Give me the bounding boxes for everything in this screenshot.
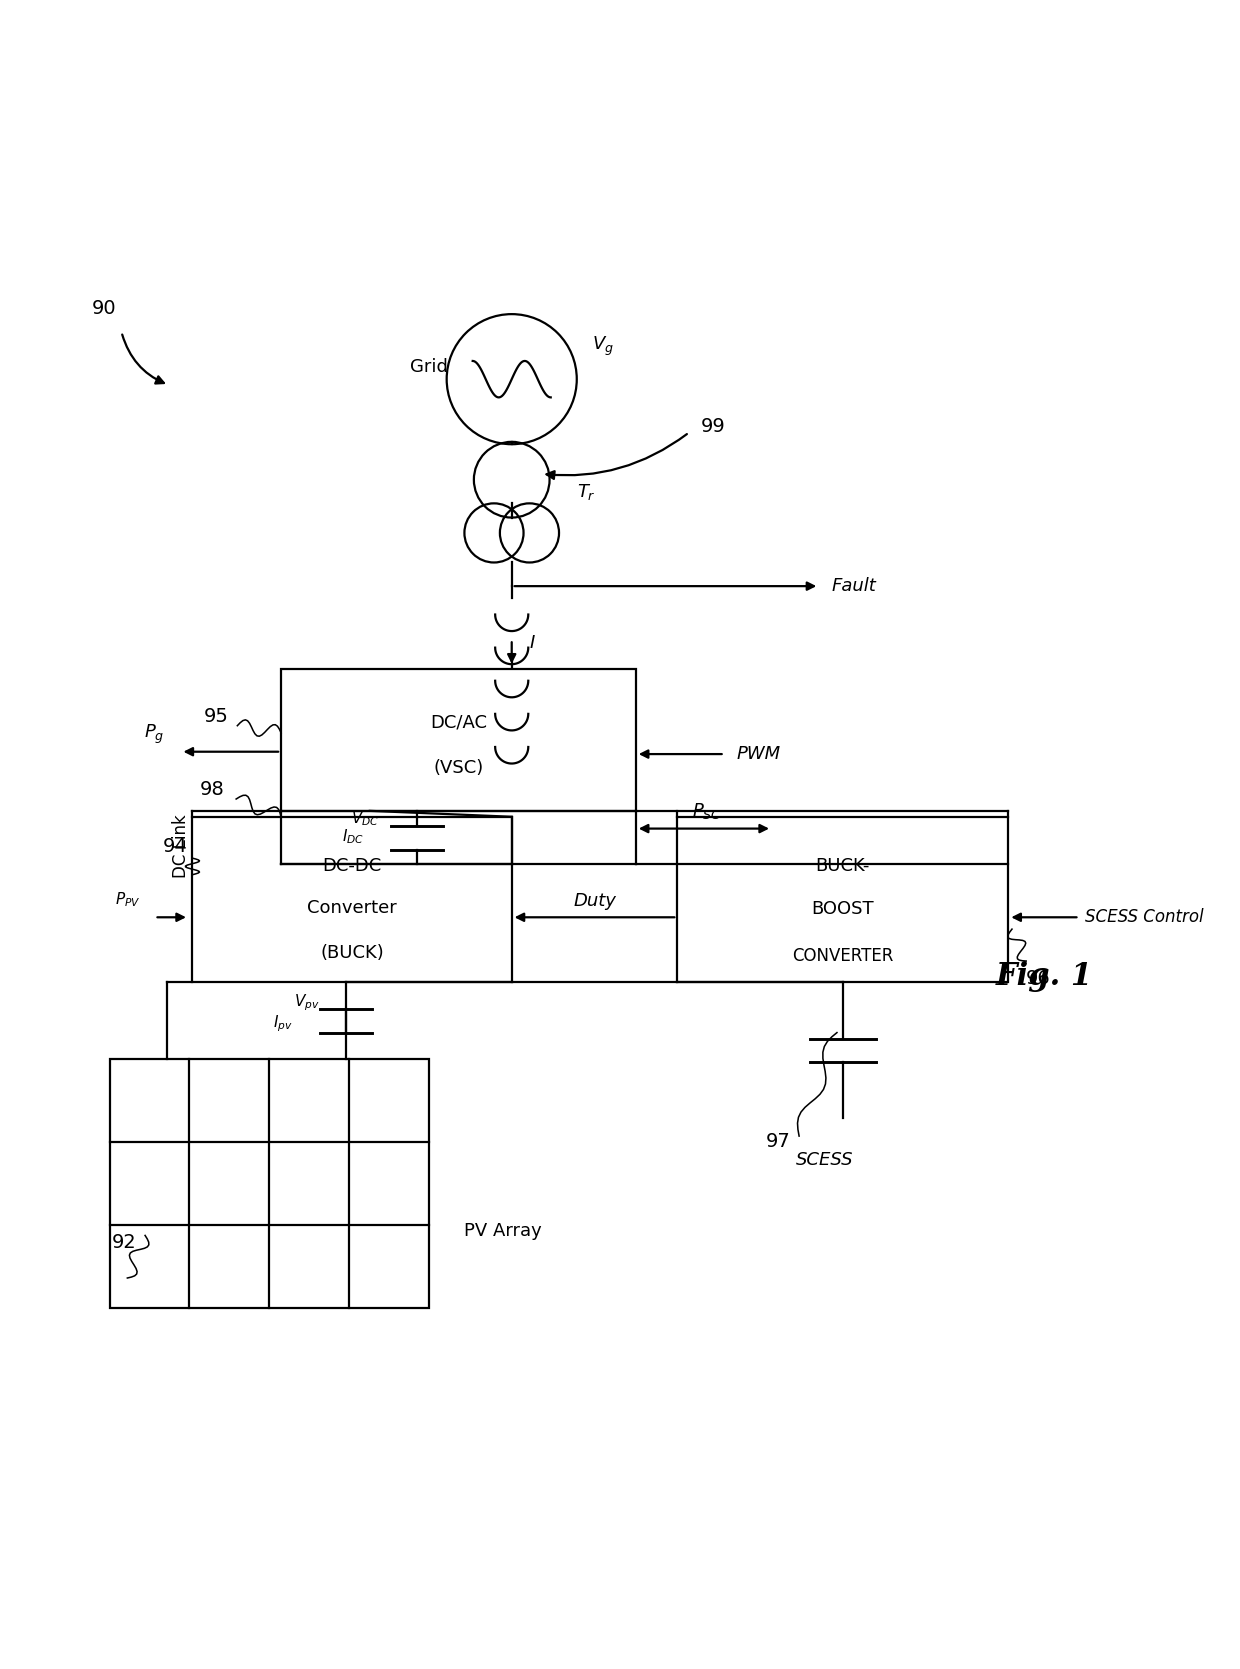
- Text: 98: 98: [200, 779, 224, 799]
- Text: (VSC): (VSC): [433, 759, 484, 778]
- Text: 92: 92: [112, 1233, 136, 1252]
- Text: (BUCK): (BUCK): [320, 943, 384, 961]
- Text: $P_g$: $P_g$: [144, 723, 165, 746]
- Text: DC-DC: DC-DC: [322, 858, 382, 876]
- Text: Grid: Grid: [410, 359, 448, 376]
- Text: 97: 97: [765, 1133, 790, 1152]
- Bar: [281, 669, 636, 811]
- Text: $T_r$: $T_r$: [577, 482, 595, 501]
- Text: BOOST: BOOST: [811, 901, 874, 918]
- Text: $V_g$: $V_g$: [593, 334, 614, 357]
- Text: $P_{SC}$: $P_{SC}$: [692, 801, 722, 821]
- Text: 90: 90: [92, 299, 117, 317]
- Bar: [192, 816, 512, 983]
- Text: SCESS: SCESS: [796, 1150, 853, 1168]
- Text: $I$: $I$: [529, 634, 536, 651]
- Text: 99: 99: [701, 417, 725, 436]
- Text: $V_{pv}$: $V_{pv}$: [294, 991, 320, 1013]
- Text: Fig. 1: Fig. 1: [996, 961, 1092, 991]
- Text: Fault: Fault: [831, 577, 875, 596]
- Text: 94: 94: [162, 836, 187, 856]
- Text: $I_{DC}$: $I_{DC}$: [342, 828, 363, 846]
- Text: SCESS Control: SCESS Control: [1085, 908, 1204, 926]
- Text: $I_{pv}$: $I_{pv}$: [273, 1013, 293, 1035]
- Text: 95: 95: [203, 706, 228, 726]
- Text: BUCK-: BUCK-: [816, 858, 870, 876]
- Bar: [677, 816, 1008, 983]
- Text: $P_{PV}$: $P_{PV}$: [114, 890, 140, 910]
- Text: 96: 96: [1025, 970, 1050, 988]
- Text: DC/AC: DC/AC: [430, 714, 487, 731]
- Text: CONVERTER: CONVERTER: [792, 946, 894, 965]
- Text: PV Array: PV Array: [465, 1222, 542, 1240]
- Text: PWM: PWM: [737, 744, 780, 763]
- Text: Duty: Duty: [573, 891, 616, 910]
- Text: $V_{DC}$: $V_{DC}$: [351, 809, 379, 828]
- Text: Converter: Converter: [308, 900, 397, 916]
- Text: DC Link: DC Link: [171, 814, 190, 878]
- Bar: [109, 1060, 429, 1307]
